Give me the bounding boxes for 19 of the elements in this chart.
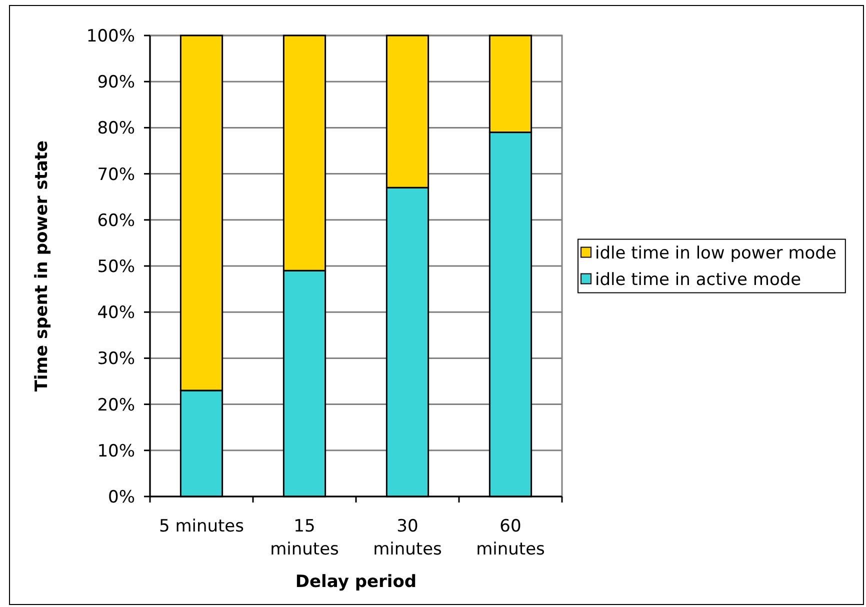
y-tick-label: 40% <box>97 303 135 324</box>
y-tick-label: 50% <box>97 256 135 277</box>
y-tick-label: 20% <box>97 395 135 416</box>
x-tick-label: 30 minutes <box>373 516 442 560</box>
y-tick-label: 10% <box>97 441 135 462</box>
x-tick-label: 15 minutes <box>270 516 340 560</box>
legend-label: idle time in active mode <box>595 270 802 290</box>
x-axis-title: Delay period <box>295 572 417 592</box>
y-axis-title: Time spent in power state <box>32 140 52 392</box>
y-tick-label: 100% <box>86 26 135 46</box>
legend-label: idle time in low power mode <box>595 243 836 264</box>
y-tick-label: 70% <box>97 164 135 185</box>
y-tick-label: 30% <box>97 349 135 370</box>
x-tick-label: 60 minutes <box>476 516 546 560</box>
y-tick-label: 80% <box>97 118 135 139</box>
y-tick-label: 0% <box>108 487 135 508</box>
x-tick-label: 5 minutes <box>158 516 244 536</box>
y-tick-label: 90% <box>97 72 135 93</box>
y-tick-label: 60% <box>97 210 135 231</box>
